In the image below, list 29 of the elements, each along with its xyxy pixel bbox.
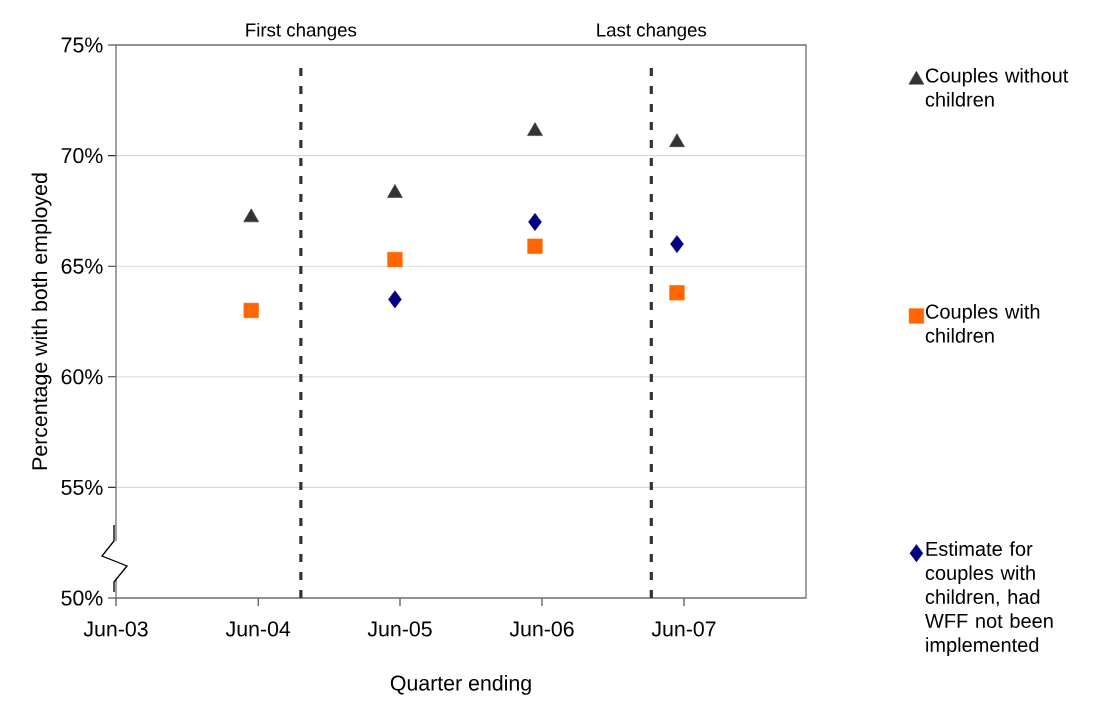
legend-label: Couples with children	[925, 304, 1040, 343]
ref-line-label: Last changes	[597, 22, 707, 41]
x-tick-label: Jun-05	[367, 621, 432, 637]
y-tick-label: 55%	[61, 479, 103, 495]
legend-label: Estimate for couples with children, had WFF not been implemented	[925, 541, 1053, 656]
x-tick-label: Jun-03	[83, 621, 148, 637]
point	[243, 302, 259, 319]
point	[387, 184, 403, 198]
x-tick-label: Jun-06	[509, 621, 574, 637]
y-tick-label: 50%	[61, 590, 103, 606]
point	[527, 122, 543, 136]
y-tick-label: 65%	[61, 258, 103, 274]
point	[243, 208, 259, 223]
y-tick-label: 75%	[61, 37, 103, 53]
point	[387, 251, 403, 268]
x-tick-label: Jun-04	[225, 621, 291, 637]
point	[669, 133, 685, 147]
point	[670, 235, 684, 254]
y-axis-title: Percentage with both employed	[31, 173, 52, 470]
x-tick-label: Jun-07	[651, 621, 716, 637]
point	[669, 285, 685, 301]
point	[527, 238, 543, 254]
x-axis-title: Quarter ending	[390, 674, 531, 695]
point	[528, 213, 542, 231]
y-tick-label: 70%	[61, 148, 103, 164]
y-tick-label: 60%	[61, 369, 103, 385]
legend-label: Couples without children	[925, 67, 1069, 107]
ref-line-label: First changes	[246, 22, 357, 41]
point	[388, 290, 402, 309]
